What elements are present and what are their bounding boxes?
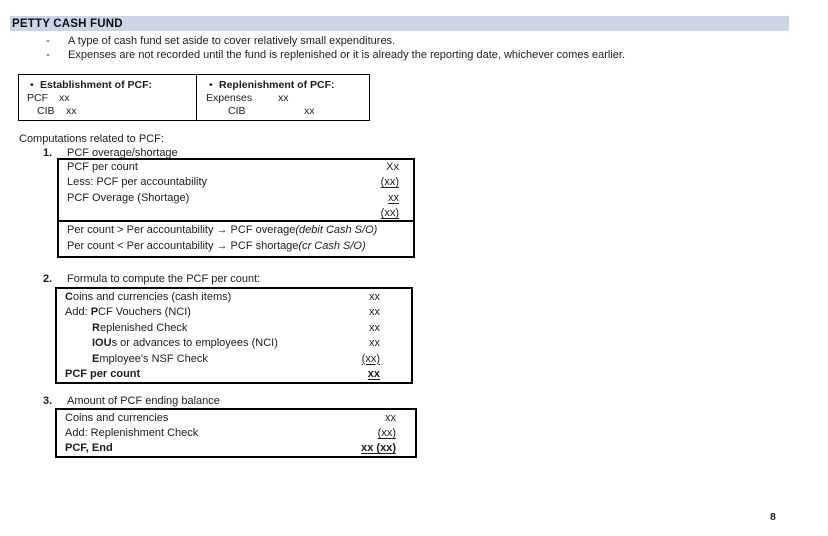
row-label: Coins and currencies — [65, 412, 169, 424]
row-label: PCF Overage (Shortage) — [67, 191, 190, 204]
label-bold-initial: IOU — [92, 337, 112, 350]
rule-note: (debit Cash S/O) — [295, 224, 378, 236]
debit-amount: xx — [278, 92, 289, 104]
item3-title: Amount of PCF ending balance — [67, 395, 220, 407]
table-row: Replenished Check xx — [57, 322, 411, 337]
credit-amount: xx — [66, 105, 77, 117]
section-header-highlight: PETTY CASH FUND — [10, 16, 789, 31]
table-row: Less: PCF per accountability (xx) — [59, 176, 413, 191]
row-value: xx — [388, 191, 399, 204]
credit-amount: xx — [304, 105, 315, 117]
label-bold-initial: R — [92, 321, 100, 334]
label-rest: eplenished Check — [99, 321, 188, 334]
table-total-row: PCF per count xx — [57, 368, 411, 383]
establishment-title: Establishment of PCF: — [40, 79, 153, 91]
table-row: IOUs or advances to employees (NCI) xx — [57, 337, 411, 352]
page-title: PETTY CASH FUND — [12, 17, 123, 30]
pcf-ending-balance-table: Coins and currencies xx Add: Replenishme… — [55, 408, 417, 458]
item1-heading: 1. PCF overage/shortage — [43, 147, 178, 159]
row-value: xx — [369, 337, 380, 350]
journal-box-divider — [195, 75, 197, 120]
item2-title: Formula to compute the PCF per count: — [67, 273, 261, 285]
table-row: Add: Replenishment Check (xx) — [57, 427, 415, 442]
bullet-item: - Expenses are not recorded until the fun… — [46, 49, 625, 61]
rule-text: Per count < Per accountability → PCF sho… — [67, 240, 299, 252]
replenishment-title: Replenishment of PCF: — [219, 79, 335, 91]
bullet-text: Expenses are not recorded until the fund… — [68, 49, 626, 61]
total-value: xx — [367, 367, 380, 380]
table-row: Add: PCF Vouchers (NCI) xx — [57, 306, 411, 321]
row-label: Less: PCF per accountability — [67, 176, 208, 189]
item1-number: 1. — [43, 147, 53, 159]
pcf-per-count-formula-table: Coins and currencies (cash items) xx Add… — [55, 287, 413, 384]
item3-heading: 3. Amount of PCF ending balance — [43, 395, 220, 407]
bullet-dash: - — [46, 49, 50, 61]
row-label: PCF per count — [67, 161, 138, 173]
row-label: Add: Replenishment Check — [65, 427, 199, 440]
item2-heading: 2. Formula to compute the PCF per count: — [43, 273, 260, 285]
table-row: PCF per count Xx — [59, 161, 413, 176]
table-row: Employee's NSF Check (xx) — [57, 353, 411, 368]
row-value: (xx) — [380, 176, 399, 189]
item1-title: PCF overage/shortage — [67, 147, 178, 159]
journal-entries-box: • Establishment of PCF: PCF xx CIB xx • … — [18, 74, 370, 121]
row-value: (xx) — [361, 352, 380, 365]
debit-amount: xx — [59, 92, 70, 104]
bullet-item: - A type of cash fund set aside to cover … — [46, 35, 395, 47]
page-number: 8 — [770, 511, 776, 523]
pcf-overage-shortage-table: PCF per count Xx Less: PCF per accountab… — [57, 158, 415, 222]
table-row: PCF Overage (Shortage) xx — [59, 192, 413, 207]
row-value: xx — [369, 306, 380, 319]
total-value: xx (xx) — [361, 442, 396, 455]
label-rest: CF Vouchers (NCI) — [98, 306, 191, 319]
label-rest: mployee's NSF Check — [99, 352, 208, 365]
table-row: Coins and currencies xx — [57, 412, 415, 427]
credit-account: CIB — [228, 105, 246, 117]
computations-heading: Computations related to PCF: — [19, 133, 164, 145]
rule-text: Per count > Per accountability → PCF ove… — [67, 224, 296, 236]
row-value: (xx) — [380, 207, 399, 220]
row-value: xx — [385, 412, 396, 424]
table-row: (xx) — [59, 207, 413, 222]
item3-number: 3. — [43, 395, 53, 407]
rule-note: (cr Cash S/O) — [298, 240, 366, 252]
item2-number: 2. — [43, 273, 53, 285]
debit-account: PCF — [27, 92, 48, 104]
bullet-text: A type of cash fund set aside to cover r… — [68, 35, 396, 47]
overage-shortage-rules-box: Per count > Per accountability → PCF ove… — [57, 220, 415, 258]
total-label: PCF, End — [65, 442, 113, 455]
label-bold-initial: E — [92, 352, 100, 365]
label-prefix: Add: — [65, 306, 91, 319]
bullet-dash: - — [46, 35, 50, 47]
table-total-row: PCF, End xx (xx) — [57, 442, 415, 457]
total-label: PCF per count — [65, 367, 141, 380]
row-value: xx — [369, 321, 380, 334]
row-value: Xx — [386, 161, 399, 173]
bullet-glyph: • — [30, 79, 34, 91]
bullet-glyph: • — [209, 79, 213, 91]
debit-account: Expenses — [206, 92, 253, 104]
credit-account: CIB — [37, 105, 55, 117]
rule-row: Per count < Per accountability → PCF sho… — [59, 240, 413, 256]
rule-row: Per count > Per accountability → PCF ove… — [59, 224, 413, 240]
label-bold-initial: P — [90, 306, 99, 319]
row-value: xx — [369, 291, 380, 303]
label-rest: oins and currencies (cash items) — [72, 291, 232, 303]
row-value: (xx) — [377, 427, 396, 440]
table-row: Coins and currencies (cash items) xx — [57, 291, 411, 306]
label-rest: s or advances to employees (NCI) — [111, 337, 278, 350]
label-bold-initial: C — [65, 291, 73, 303]
